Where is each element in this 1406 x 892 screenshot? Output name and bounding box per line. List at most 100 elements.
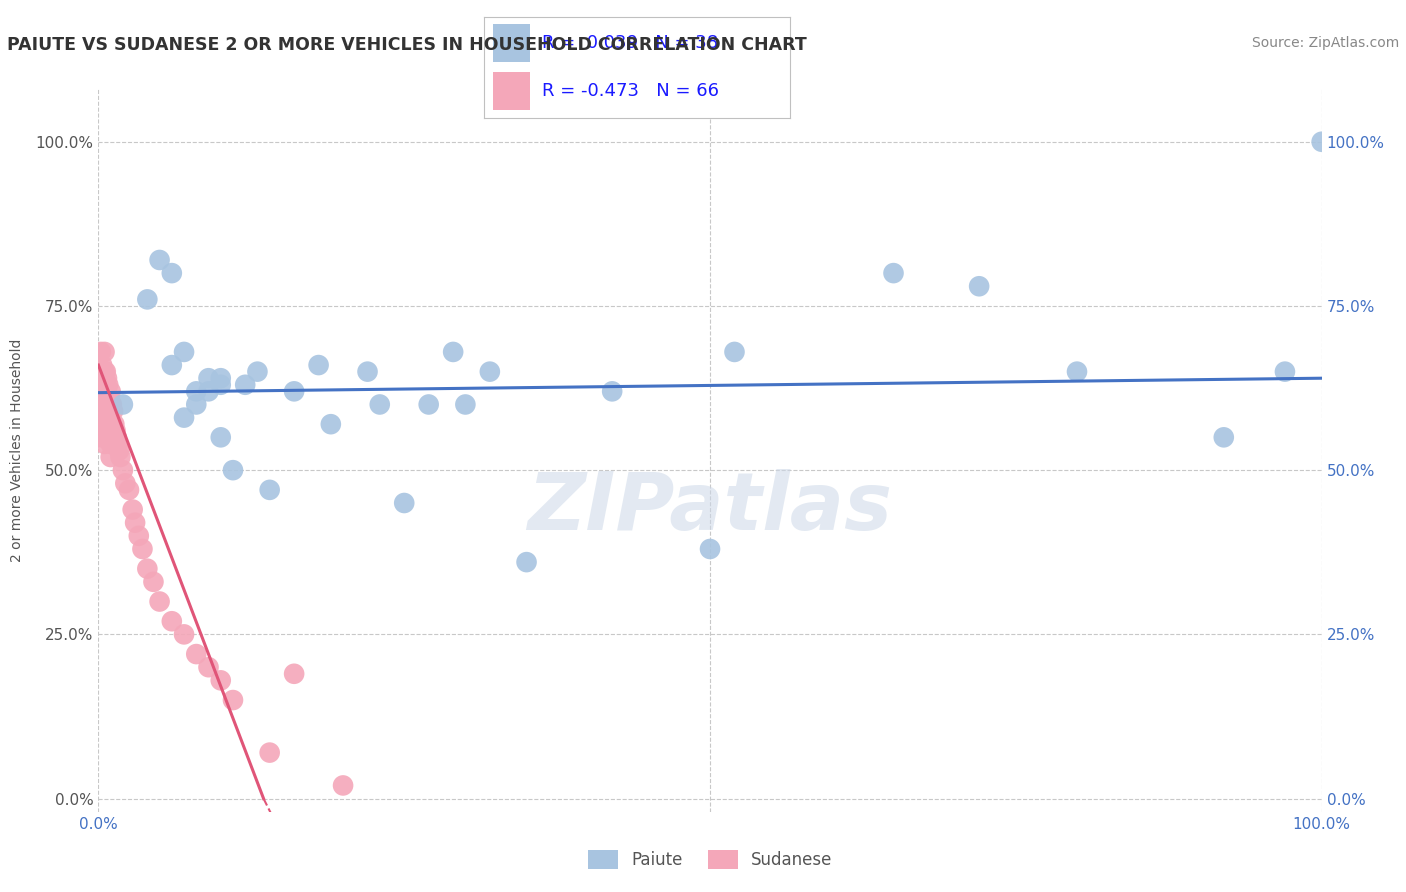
Point bbox=[160, 358, 183, 372]
Point bbox=[91, 384, 114, 399]
Point bbox=[90, 384, 112, 399]
Point bbox=[94, 384, 117, 399]
Point bbox=[110, 450, 132, 464]
Point bbox=[91, 424, 114, 438]
Point bbox=[94, 365, 117, 379]
Y-axis label: 2 or more Vehicles in Household: 2 or more Vehicles in Household bbox=[10, 339, 24, 562]
Point bbox=[124, 516, 146, 530]
Point bbox=[103, 417, 125, 432]
Point bbox=[319, 417, 342, 432]
Point bbox=[149, 252, 172, 267]
Point bbox=[93, 365, 115, 379]
Point bbox=[90, 410, 112, 425]
Point bbox=[186, 647, 208, 661]
Point bbox=[91, 404, 114, 418]
Point bbox=[114, 476, 136, 491]
Point bbox=[101, 404, 124, 418]
Point bbox=[392, 496, 416, 510]
Point bbox=[111, 463, 134, 477]
Point bbox=[96, 410, 118, 425]
Point bbox=[173, 410, 195, 425]
Point bbox=[100, 384, 122, 399]
Point bbox=[97, 417, 120, 432]
Point bbox=[93, 345, 115, 359]
Point bbox=[160, 614, 183, 628]
Point bbox=[91, 417, 114, 432]
Point bbox=[478, 365, 501, 379]
Point bbox=[209, 371, 232, 385]
Point bbox=[454, 397, 477, 411]
Point bbox=[96, 391, 118, 405]
Point bbox=[101, 397, 124, 411]
Point bbox=[136, 562, 159, 576]
Point bbox=[222, 463, 245, 477]
Point bbox=[91, 358, 114, 372]
Point bbox=[94, 404, 117, 418]
Point bbox=[259, 483, 281, 497]
Point bbox=[332, 779, 354, 793]
Point bbox=[101, 417, 124, 432]
Point bbox=[98, 410, 121, 425]
Point bbox=[515, 555, 537, 569]
Text: PAIUTE VS SUDANESE 2 OR MORE VEHICLES IN HOUSEHOLD CORRELATION CHART: PAIUTE VS SUDANESE 2 OR MORE VEHICLES IN… bbox=[7, 36, 807, 54]
Point bbox=[259, 746, 281, 760]
Point bbox=[308, 358, 330, 372]
Point bbox=[91, 397, 114, 411]
Point bbox=[1274, 365, 1296, 379]
Point bbox=[967, 279, 990, 293]
Point bbox=[104, 424, 127, 438]
Point bbox=[118, 483, 141, 497]
Point bbox=[131, 541, 153, 556]
Point bbox=[441, 345, 464, 359]
Text: ZIPatlas: ZIPatlas bbox=[527, 469, 893, 548]
Point bbox=[96, 371, 118, 385]
Point bbox=[90, 365, 112, 379]
Point bbox=[209, 430, 232, 444]
Point bbox=[356, 365, 378, 379]
Point bbox=[209, 377, 232, 392]
Point bbox=[600, 384, 623, 399]
Point bbox=[160, 266, 183, 280]
Point bbox=[90, 397, 112, 411]
Point bbox=[100, 437, 122, 451]
Point bbox=[108, 443, 131, 458]
Point bbox=[96, 430, 118, 444]
FancyBboxPatch shape bbox=[494, 71, 530, 110]
Point bbox=[98, 391, 121, 405]
Point bbox=[136, 293, 159, 307]
Point bbox=[100, 404, 122, 418]
Point bbox=[93, 404, 115, 418]
Point bbox=[94, 424, 117, 438]
Text: R = -0.473   N = 66: R = -0.473 N = 66 bbox=[541, 82, 718, 100]
Point bbox=[1066, 365, 1088, 379]
Point bbox=[883, 266, 905, 280]
Point bbox=[233, 377, 256, 392]
Point bbox=[111, 397, 134, 411]
Point bbox=[91, 430, 114, 444]
Point bbox=[107, 437, 129, 451]
Point bbox=[97, 377, 120, 392]
Point bbox=[121, 502, 143, 516]
Point bbox=[93, 417, 115, 432]
Point bbox=[142, 574, 165, 589]
Point bbox=[173, 345, 195, 359]
Point bbox=[1310, 135, 1333, 149]
Text: Source: ZipAtlas.com: Source: ZipAtlas.com bbox=[1251, 36, 1399, 50]
Point bbox=[222, 693, 245, 707]
Point bbox=[100, 417, 122, 432]
Point bbox=[368, 397, 391, 411]
Point bbox=[186, 397, 208, 411]
Point bbox=[209, 673, 232, 688]
Text: R =  0.039   N = 38: R = 0.039 N = 38 bbox=[541, 34, 718, 53]
Point bbox=[149, 594, 172, 608]
Point bbox=[197, 660, 219, 674]
Point bbox=[418, 397, 440, 411]
Point bbox=[197, 384, 219, 399]
Point bbox=[100, 450, 122, 464]
Point bbox=[186, 384, 208, 399]
Point bbox=[105, 430, 128, 444]
Point bbox=[128, 529, 150, 543]
Point bbox=[723, 345, 745, 359]
Point bbox=[93, 437, 115, 451]
Point bbox=[246, 365, 269, 379]
